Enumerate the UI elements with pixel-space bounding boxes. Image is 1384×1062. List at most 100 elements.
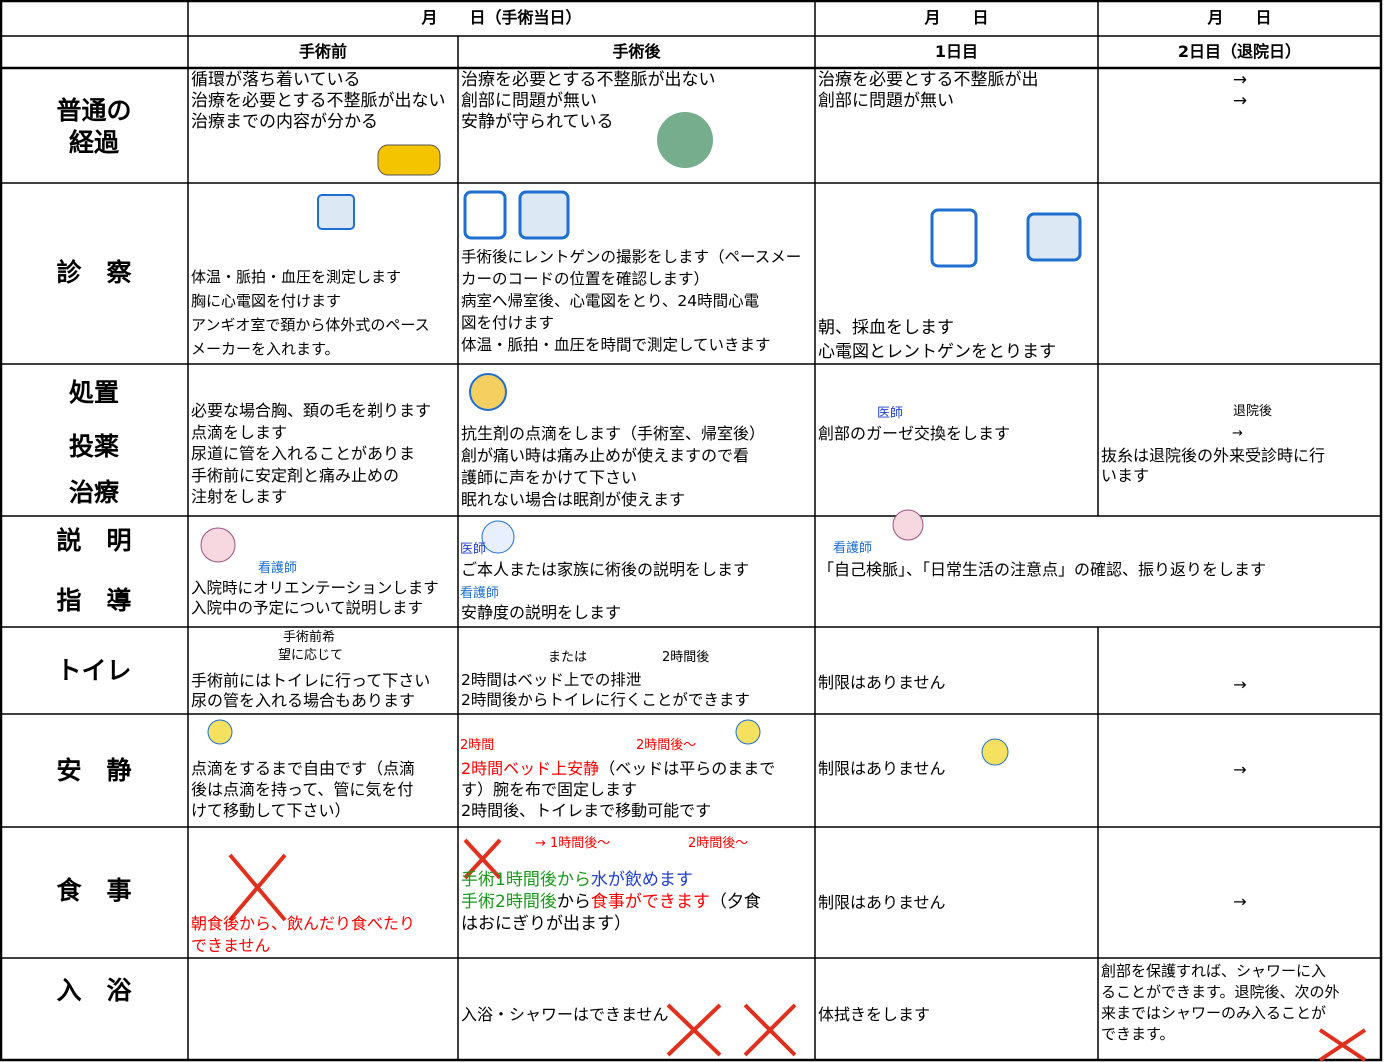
cell-note: または xyxy=(548,650,588,665)
cell-line: → xyxy=(1232,91,1248,111)
row-label: 食 事 xyxy=(56,876,132,905)
cell-line: 心電図とレントゲンをとります xyxy=(818,342,1056,362)
cell-line: 安静が守られている xyxy=(461,112,614,132)
row-label: 指 導 xyxy=(56,586,132,615)
header-date: 月 日 xyxy=(1207,8,1272,27)
row-label: トイレ xyxy=(56,656,132,685)
cell-line: 注射をします xyxy=(191,487,288,506)
cell-line: 体温・脈拍・血圧を測定します xyxy=(191,268,402,286)
illustrations xyxy=(200,112,1367,1062)
header-col: 手術後 xyxy=(612,42,661,61)
row-label: 説 明 xyxy=(56,526,132,555)
cell-line: 2時間後、トイレまで移動可能です xyxy=(461,801,712,820)
cell-line: 安静度の説明をします xyxy=(461,603,622,622)
text-segment: （ベッドは平らのままで xyxy=(599,759,776,778)
cell-line: 必要な場合胸、頚の毛を剃ります xyxy=(191,401,432,420)
cell-line: 入院中の予定について説明します xyxy=(191,599,424,617)
cell-note: 2時間後 xyxy=(662,650,710,665)
cell-line: けて移動して下さい） xyxy=(191,801,351,820)
cell-line: 尿道に管を入れることがありま xyxy=(191,444,416,463)
cell-line: 「自己検脈」、「日常生活の注意点」の確認、振り返りをします xyxy=(818,560,1267,579)
cell-line: 創部を保護すれば、シャワーに入 xyxy=(1101,962,1327,980)
header-col: 2日目（退院日） xyxy=(1177,42,1302,61)
cell-line: す）腕を布で固定します xyxy=(461,780,638,799)
cell-line: 手術前に安定剤と痛み止めの xyxy=(191,465,400,485)
cell-line: 入浴・シャワーはできません xyxy=(461,1005,669,1024)
cell-line: 治療までの内容が分かる xyxy=(191,112,378,132)
cell-line: ることができます。退院後、次の外 xyxy=(1101,983,1340,1001)
cell-line: 2時間ベッド上安静（ベッドは平らのままで xyxy=(461,759,814,778)
header-date: 月 日 xyxy=(924,8,989,27)
cell-line: 2時間後からトイレに行くことができます xyxy=(461,691,750,709)
cell-line: 来まではシャワーのみ入ることが xyxy=(1101,1004,1327,1022)
cell-line: 治療を必要とする不整脈が出 xyxy=(818,70,1039,90)
cell-note: 看護師 xyxy=(460,586,500,601)
text-segment: （夕食 xyxy=(709,892,761,912)
cell-line: 創が痛い時は痛み止めが使えますので看 xyxy=(461,446,750,465)
header-col: 1日目 xyxy=(934,42,979,61)
text-segment: 水が飲めます xyxy=(590,870,693,890)
cell-line: 体拭きをします xyxy=(818,1005,931,1024)
text-segment: 食事ができます xyxy=(590,892,710,912)
cell-line: → xyxy=(1233,892,1247,911)
cell-line: 尿の管を入れる場合もあります xyxy=(191,691,416,710)
cell-note: 医師 xyxy=(460,542,487,557)
text-segment: から xyxy=(556,892,591,912)
cell-line: 治療を必要とする不整脈が出ない xyxy=(461,70,716,90)
cell-note: 2時間後～ xyxy=(688,836,749,851)
row-label: 診 察 xyxy=(56,258,132,287)
cell-line: 2時間はベッド上での排泄 xyxy=(461,671,642,689)
cell-line: 抜糸は退院後の外来受診時に行 xyxy=(1101,446,1326,465)
row-label: 処置 xyxy=(68,378,119,407)
text-segment: 朝食後から、飲んだり食べたり xyxy=(191,914,416,933)
cell-line: 創部のガーゼ交換をします xyxy=(818,424,1011,443)
row-label: 普通の xyxy=(56,96,132,125)
cell-note: 手術前希 xyxy=(283,630,336,645)
header-col: 手術前 xyxy=(298,42,347,61)
cell-line: 点滴をするまで自由です（点滴 xyxy=(191,759,416,778)
cell-line: 抗生剤の点滴をします（手術室、帰室後） xyxy=(461,424,766,443)
cell-line: 胸に心電図を付けます xyxy=(191,292,342,310)
cell-line: → xyxy=(1233,675,1247,694)
cell-note: → 1時間後～ xyxy=(535,836,611,851)
row-label: 経過 xyxy=(68,128,119,157)
cell-note: 看護師 xyxy=(258,561,298,576)
cell-line: できます。 xyxy=(1101,1025,1175,1043)
cell-note: 望に応じて xyxy=(278,648,344,663)
cell-note: 2時間 xyxy=(460,738,495,753)
row-label: 治療 xyxy=(68,478,119,507)
cell-line: カーのコードの位置を確認します） xyxy=(461,270,710,288)
cell-line: 手術1時間後から水が飲めます xyxy=(461,870,814,890)
cell-note: 医師 xyxy=(877,406,904,421)
text-segment: 手術2時間後 xyxy=(461,892,557,912)
text-segment: できません xyxy=(191,936,271,955)
text-segment: 2時間ベッド上安静 xyxy=(461,759,600,778)
cell-line: います xyxy=(1101,466,1150,485)
text-segment: 手術1時間後から xyxy=(461,870,591,890)
cell-line: できません xyxy=(191,936,457,955)
cell-line: 手術前にはトイレに行って下さい xyxy=(191,671,431,690)
cell-note: 看護師 xyxy=(833,541,873,556)
row-label: 入 浴 xyxy=(56,976,132,1005)
cell-line: 朝食後から、飲んだり食べたり xyxy=(191,914,457,933)
header-date: 月 日（手術当日） xyxy=(421,8,582,27)
cell-line: 護師に声をかけて下さい xyxy=(461,468,638,487)
cell-line: 創部に問題が無い xyxy=(818,91,954,111)
cell-line: ご本人または家族に術後の説明をします xyxy=(461,560,750,579)
row-label: 投薬 xyxy=(68,432,119,461)
cell-line: 体温・脈拍・血圧を時間で測定していきます xyxy=(461,336,771,354)
cell-line: 治療を必要とする不整脈が出ない xyxy=(191,91,446,111)
cell-note: 2時間後～ xyxy=(636,738,697,753)
cell-line: アンギオ室で頚から体外式のペース xyxy=(191,316,430,334)
cell-line: 朝、採血をします xyxy=(818,318,954,338)
cell-line: 図を付けます xyxy=(461,314,555,332)
cell-note: 退院後 xyxy=(1233,404,1273,419)
row-label: 安 静 xyxy=(56,756,132,785)
cell-line: 制限はありません xyxy=(818,673,946,692)
cell-line: 病室へ帰室後、心電図をとり、24時間心電 xyxy=(461,292,760,310)
cell-line: 手術2時間後から食事ができます（夕食 xyxy=(461,892,814,912)
cell-line: はおにぎりが出ます） xyxy=(461,914,631,934)
cell-line: 制限はありません xyxy=(818,759,946,778)
cell-line: 手術後にレントゲンの撮影をします（ペースメー xyxy=(461,248,802,266)
cell-line: → xyxy=(1232,70,1248,90)
